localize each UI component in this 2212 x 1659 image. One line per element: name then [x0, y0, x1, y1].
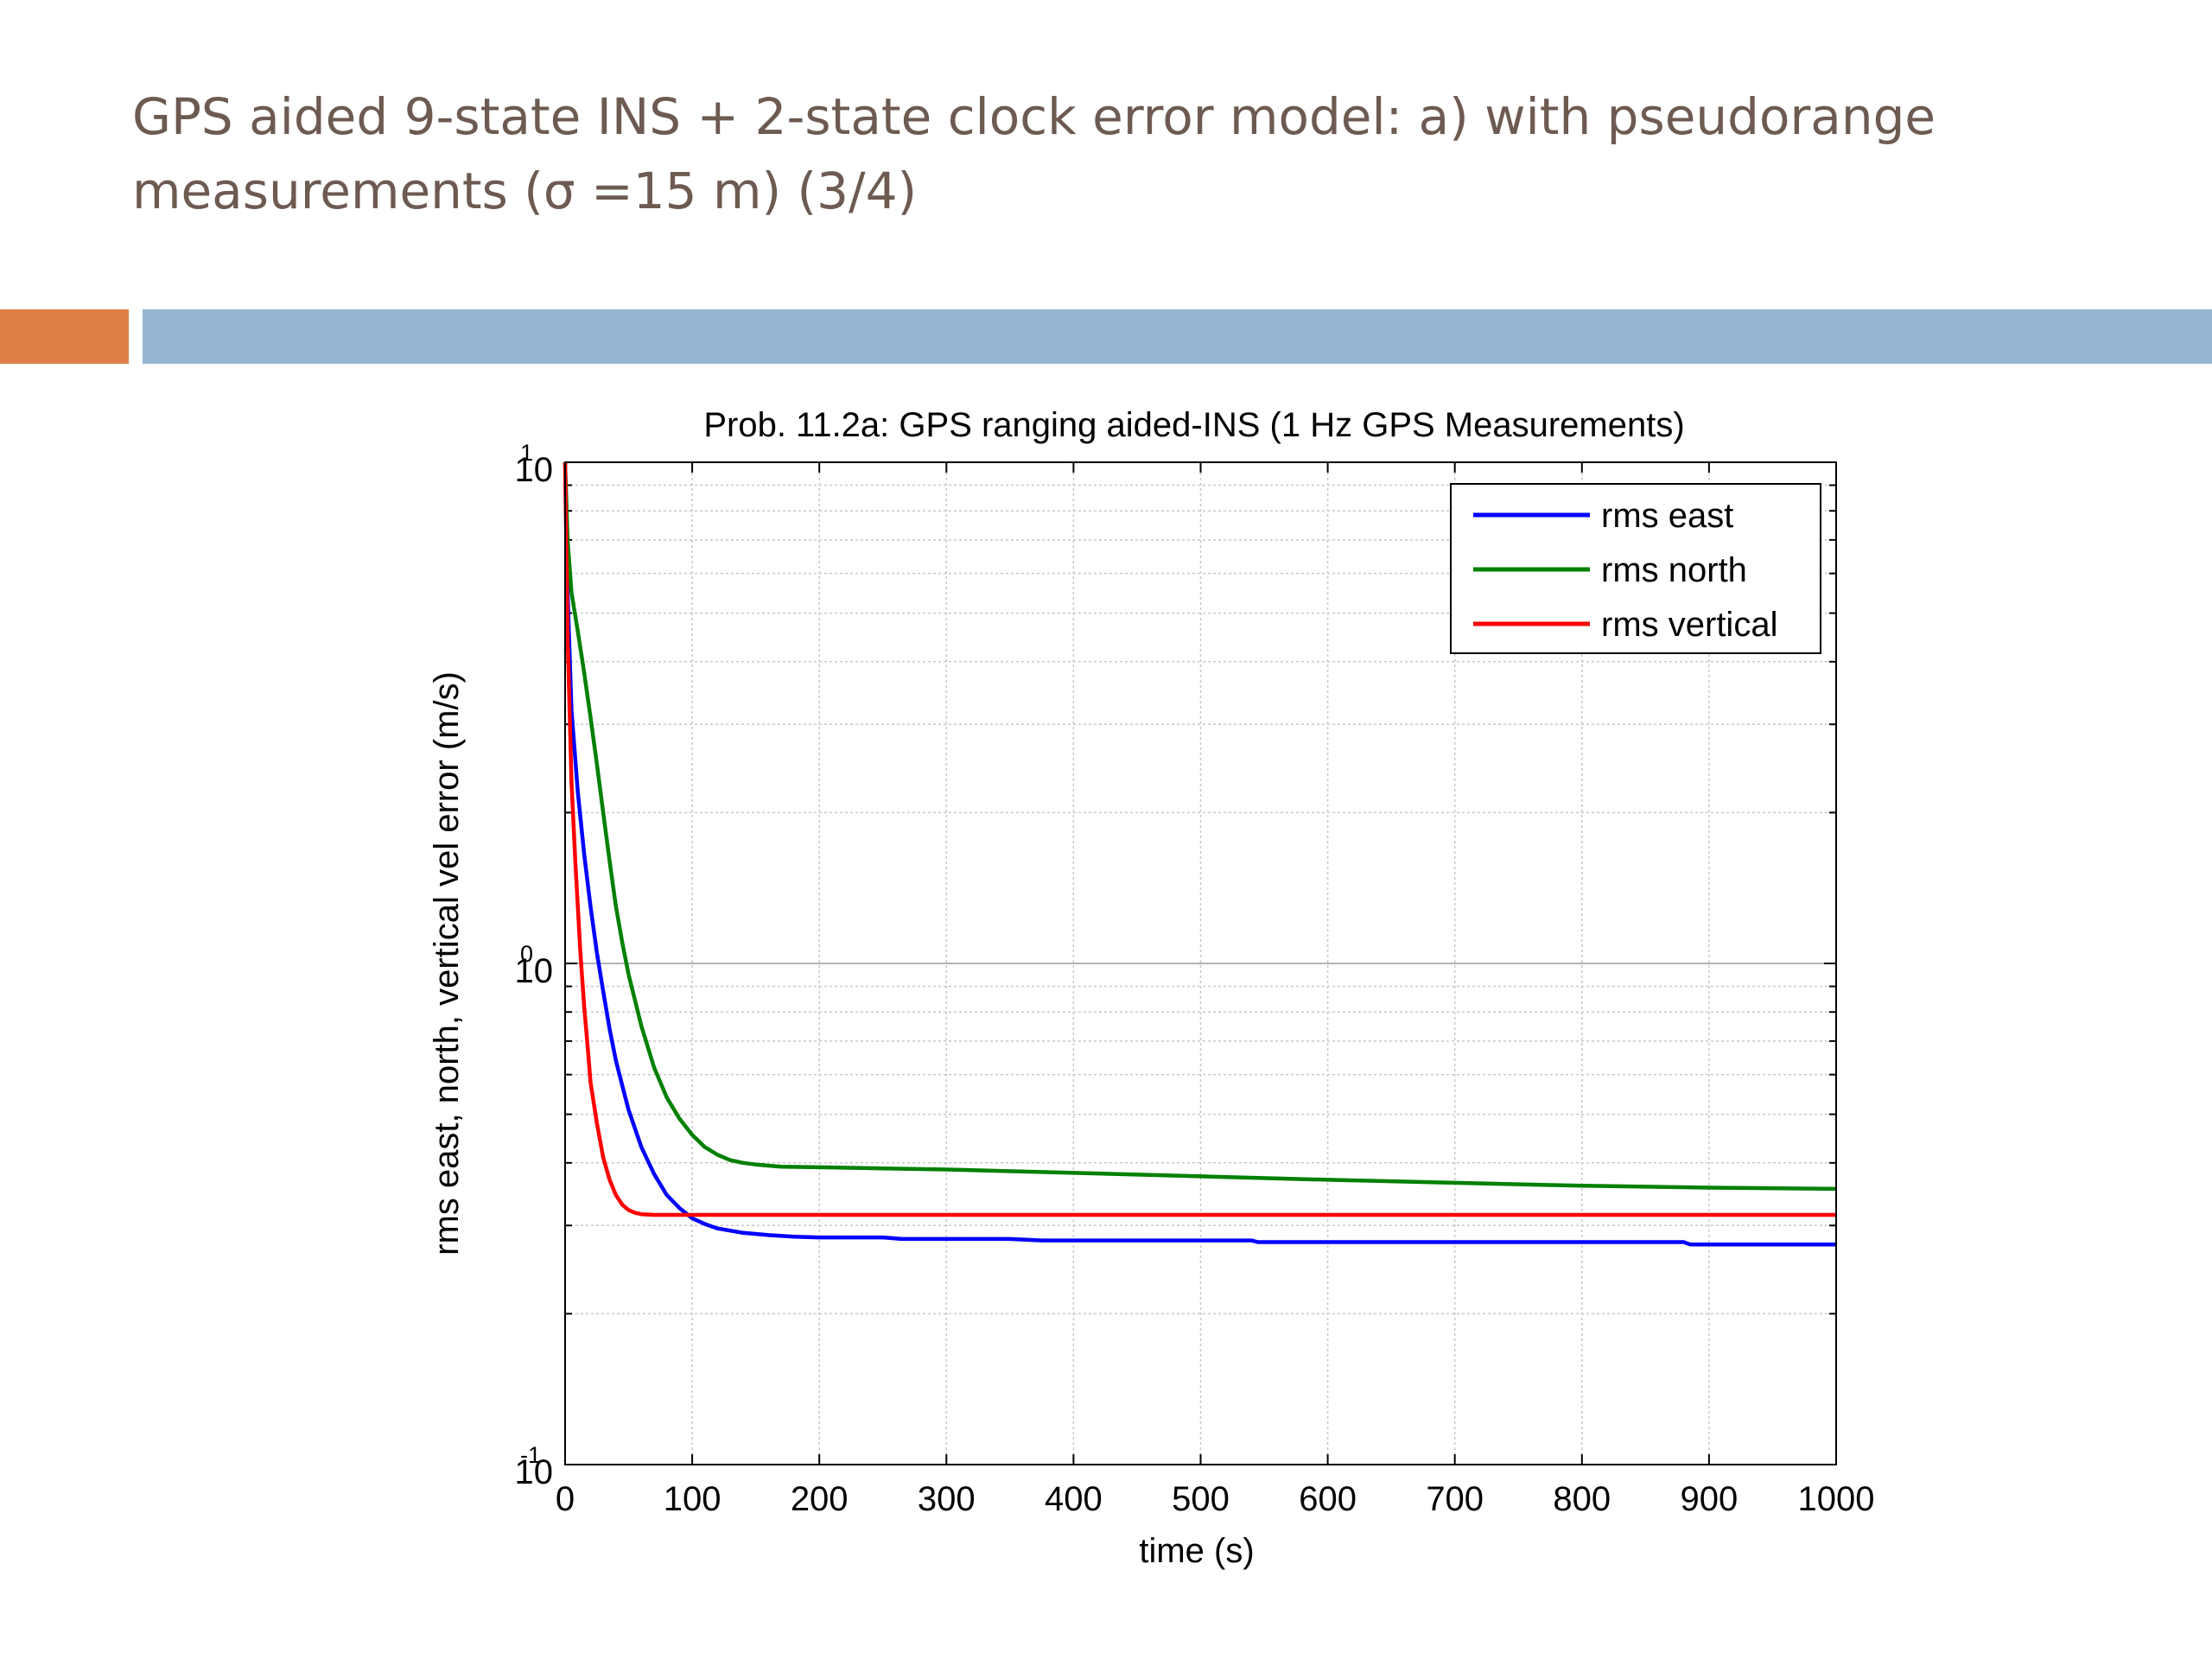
accent-bar-orange — [0, 309, 129, 364]
x-axis-label: time (s) — [1139, 1532, 1254, 1570]
x-tick-label: 0 — [556, 1480, 575, 1518]
legend-label-rms-east: rms east — [1601, 497, 1733, 535]
x-tick-label: 400 — [1045, 1480, 1103, 1518]
x-tick-label: 500 — [1172, 1480, 1230, 1518]
x-tick-labels: 0 100 200 300 400 500 600 700 800 900 1000 — [556, 1480, 1875, 1518]
x-tick-label: 100 — [664, 1480, 721, 1518]
y-tick-label: 10 — [515, 1453, 554, 1491]
y-tick-label-exponent: -1 — [520, 1442, 541, 1468]
y-tick-label-exponent: 0 — [520, 941, 533, 967]
series-rms-vertical-line — [563, 461, 1836, 1217]
y-tick-label: 10 — [515, 451, 554, 489]
slide-title: GPS aided 9-state INS + 2-state clock er… — [132, 79, 2120, 228]
legend-items: rms east rms north rms vertical — [1473, 497, 1777, 644]
series-lines — [563, 461, 1837, 1247]
slide-title-line-2: measurements (σ =15 m) (3/4) — [132, 162, 918, 220]
legend-label-rms-north: rms north — [1601, 551, 1747, 589]
x-tick-label: 1000 — [1798, 1480, 1875, 1518]
plot-area-border — [564, 461, 1837, 1465]
x-tick-label: 600 — [1299, 1480, 1357, 1518]
series-rms-north-line — [563, 461, 1837, 1192]
slide-title-line-1: GPS aided 9-state INS + 2-state clock er… — [132, 87, 1936, 146]
legend: rms east rms north rms vertical — [1450, 483, 1821, 654]
x-tick-label: 800 — [1553, 1480, 1611, 1518]
series-rms-east-line — [563, 461, 1836, 1247]
x-tick-label: 900 — [1681, 1480, 1738, 1518]
x-tick-label: 200 — [791, 1480, 849, 1518]
y-tick-label-exponent: 1 — [520, 440, 533, 466]
y-tick-label: 10 — [515, 952, 554, 990]
x-tick-label: 700 — [1426, 1480, 1484, 1518]
x-tick-label: 300 — [918, 1480, 976, 1518]
chart-title: Prob. 11.2a: GPS ranging aided-INS (1 Hz… — [703, 406, 1684, 444]
legend-label-rms-vertical: rms vertical — [1601, 606, 1777, 644]
accent-bar-blue — [143, 309, 2212, 364]
y-axis-label: rms east, north, vertical vel error (m/s… — [428, 671, 466, 1255]
